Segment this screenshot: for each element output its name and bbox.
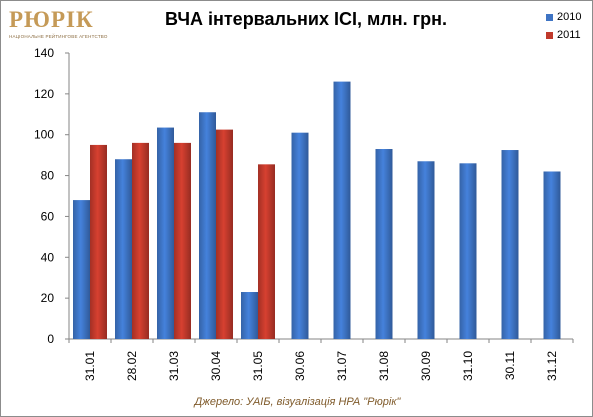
x-tick-label: 28.02 <box>125 351 139 381</box>
legend-label-2010: 2010 <box>557 11 582 23</box>
bar-2011-28.02 <box>132 142 149 339</box>
legend-item-2010: 2010 <box>546 8 592 26</box>
y-tick-label: 20 <box>41 291 55 305</box>
bar-2011-31.01 <box>90 144 107 339</box>
x-tick-label: 31.01 <box>83 351 97 381</box>
bar-2010-31.01 <box>73 200 90 339</box>
bar-2010-28.02 <box>115 159 132 339</box>
x-tick-label: 30.09 <box>419 351 433 381</box>
bar-2010-31.03 <box>157 127 174 339</box>
legend-label-2011: 2011 <box>557 29 581 41</box>
y-tick-label: 140 <box>34 46 54 60</box>
bar-2011-30.04 <box>216 129 233 339</box>
legend-item-2011: 2011 <box>546 26 592 44</box>
y-tick-label: 40 <box>41 250 55 264</box>
bar-2010-30.04 <box>199 112 216 339</box>
logo-tagline: НАЦІОНАЛЬНЕ РЕЙТИНГОВЕ АГЕНТСТВО <box>9 34 108 39</box>
bar-2010-31.05 <box>241 292 258 339</box>
source-note: Джерело: УАІБ, візуалізація НРА "Рюрік" <box>194 396 401 408</box>
legend-swatch-2011 <box>546 31 553 39</box>
bar-2011-31.03 <box>174 142 191 339</box>
bar-2010-31.08 <box>375 149 393 339</box>
y-tick-label: 120 <box>34 87 54 101</box>
chart-title: ВЧА інтервальних ІСІ, млн. грн. <box>165 9 447 29</box>
x-tick-label: 30.06 <box>293 351 307 381</box>
y-tick-label: 80 <box>41 169 55 183</box>
bar-2010-31.12 <box>543 171 561 339</box>
logo-name: РЮРІК <box>9 7 94 32</box>
bar-2011-31.05 <box>258 164 275 339</box>
y-tick-label: 0 <box>47 332 54 346</box>
x-tick-label: 30.11 <box>503 351 517 380</box>
bar-2010-30.09 <box>417 161 435 339</box>
x-tick-label: 31.03 <box>167 351 181 381</box>
x-tick-label: 30.04 <box>209 351 223 381</box>
x-tick-label: 31.10 <box>461 351 475 381</box>
rurik-logo: РЮРІК НАЦІОНАЛЬНЕ РЕЙТИНГОВЕ АГЕНТСТВО <box>9 7 108 49</box>
x-tick-label: 31.05 <box>251 351 265 381</box>
bar-2010-31.10 <box>459 163 477 339</box>
x-tick-label: 31.08 <box>377 351 391 381</box>
bar-2010-30.11 <box>501 150 519 339</box>
legend-swatch-2010 <box>546 13 553 21</box>
bar-2010-31.07 <box>333 81 351 339</box>
y-tick-label: 100 <box>34 128 54 142</box>
x-tick-label: 31.12 <box>545 351 559 381</box>
bar-2010-30.06 <box>291 132 309 339</box>
x-tick-label: 31.07 <box>335 351 349 381</box>
chart-legend: 2010 2011 <box>546 8 592 44</box>
y-tick-label: 60 <box>41 209 55 223</box>
